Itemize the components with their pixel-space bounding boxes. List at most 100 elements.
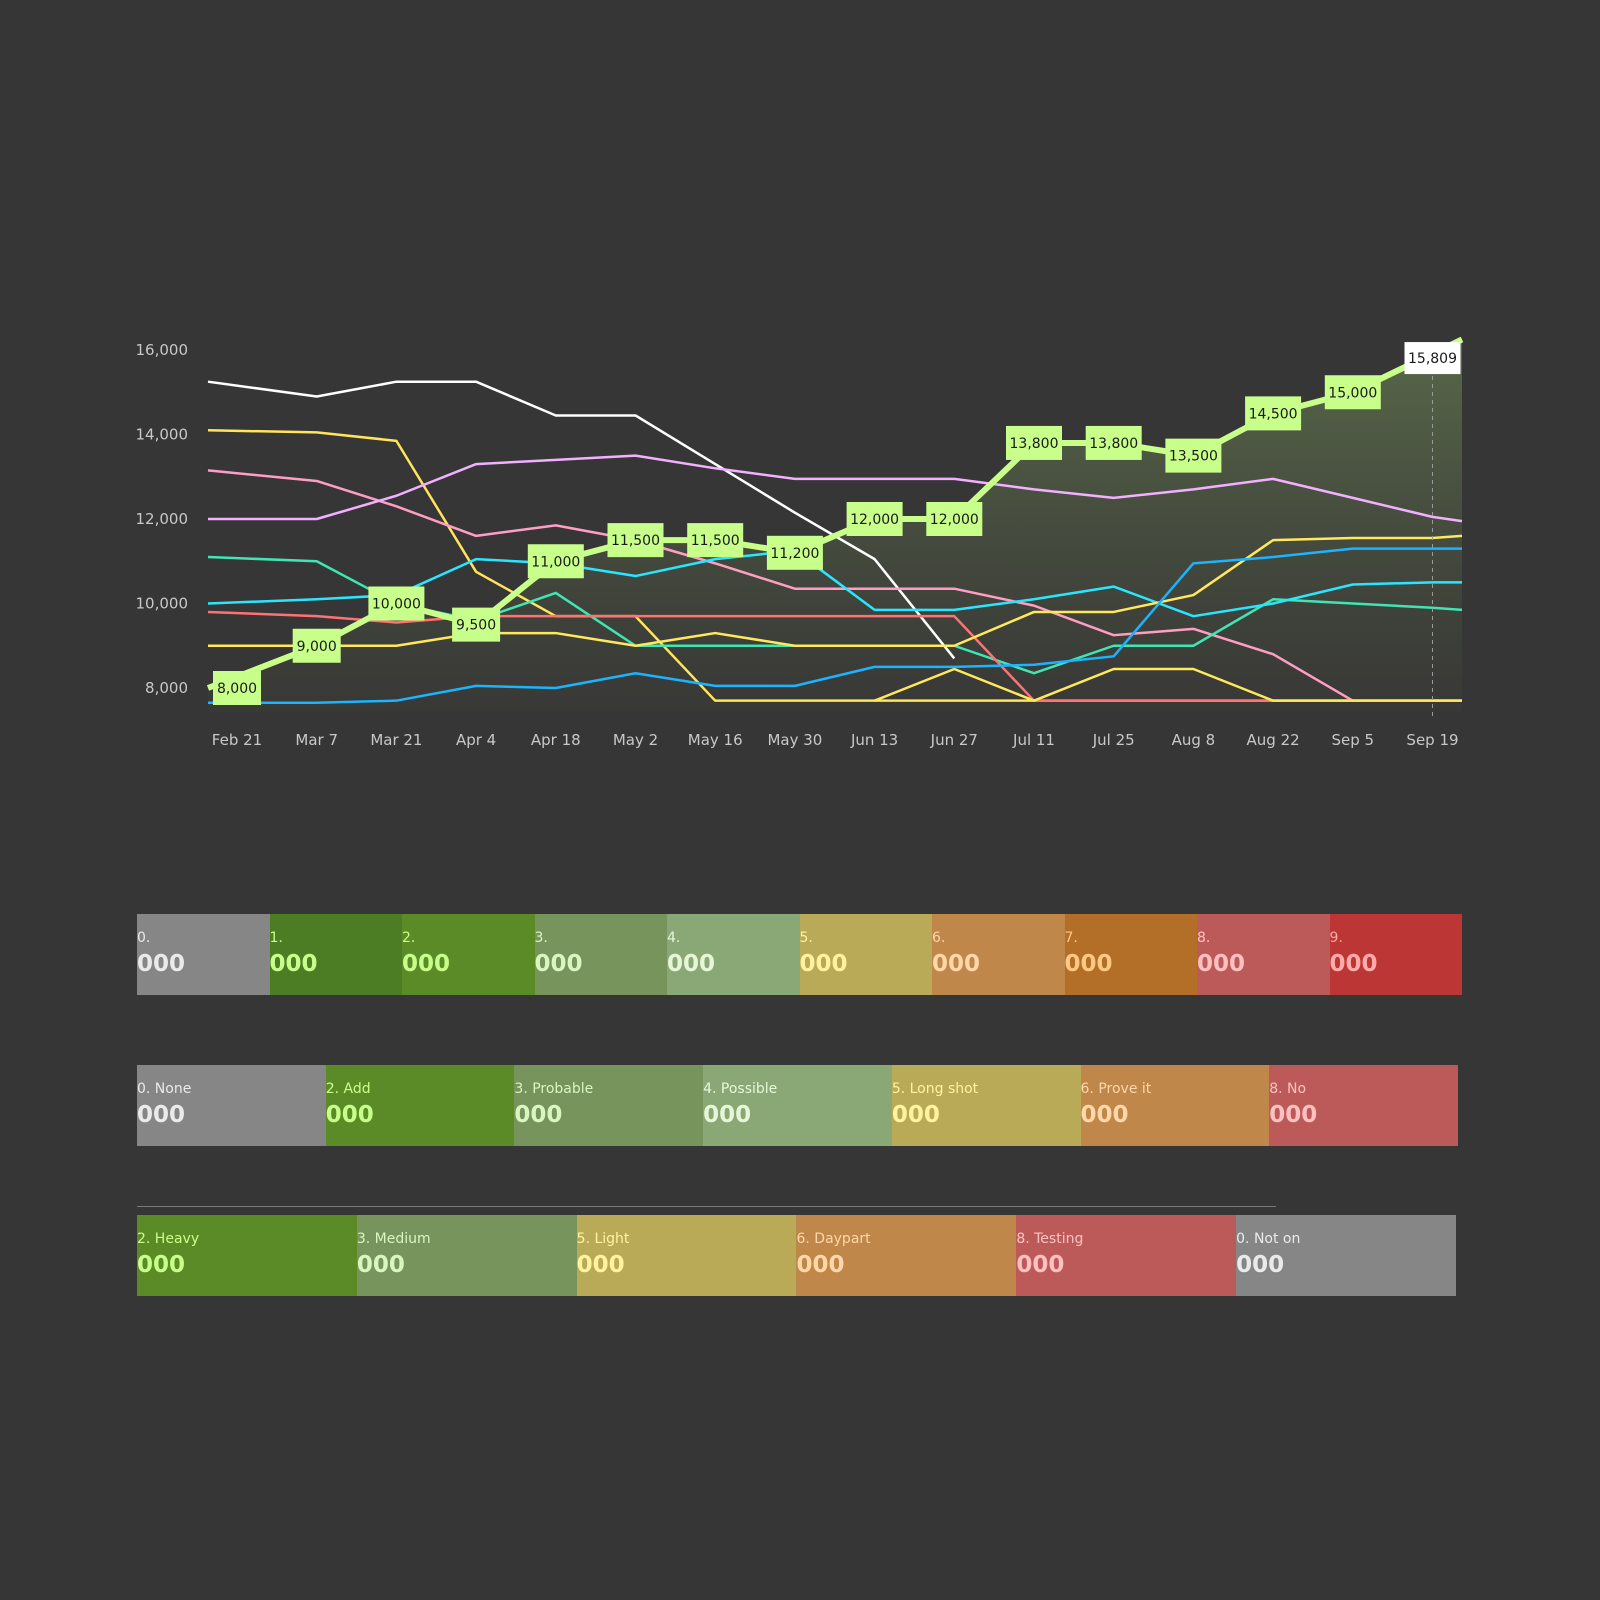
data-label: 8,000 — [217, 681, 257, 697]
data-label-box — [527, 544, 584, 579]
highlight-area — [208, 339, 1462, 712]
legend-segment-label: 4. Possible — [703, 1081, 778, 1097]
legend-segment-count: 000 — [534, 951, 583, 977]
legend-segment-count: 000 — [1197, 951, 1246, 977]
legend-segment: 4. Possible 000 — [703, 1065, 892, 1146]
series-line — [207, 549, 1462, 618]
legend-segment-count: 000 — [932, 951, 981, 977]
legend-segment-count: 000 — [137, 1102, 186, 1128]
data-label-box — [1324, 375, 1381, 410]
legend-segment: 4. 000 — [667, 914, 800, 995]
x-tick-label: May 16 — [688, 731, 743, 749]
legend-segment: 5. Long shot 000 — [891, 1065, 1081, 1146]
legend-segment-count: 000 — [1064, 951, 1113, 977]
legend-band-1: 0. 000 1. 000 2. 000 3. 000 4. 000 5. 000 6. 000 7. 000… — [137, 914, 1462, 995]
data-label: 11,200 — [770, 546, 819, 562]
legend-segment-label: 3. — [534, 930, 548, 946]
legend-segment: 6. Prove it 000 — [1080, 1065, 1270, 1146]
legend-segment-label: 6. Prove it — [1080, 1081, 1152, 1097]
legend-segment: 0. Not on 000 — [1236, 1215, 1456, 1296]
legend-segment-count: 000 — [796, 1252, 845, 1278]
legend-segment-label: 2. Heavy — [137, 1231, 200, 1247]
data-label-box — [687, 523, 744, 558]
y-tick-label: 8,000 — [145, 679, 188, 697]
data-label: 11,000 — [531, 554, 580, 570]
highlight-line — [206, 336, 1464, 691]
legend-segment-label: 7. — [1064, 930, 1078, 946]
legend-segment-label: 2. Add — [325, 1081, 371, 1097]
legend-segment: 2. Heavy 000 — [137, 1215, 357, 1296]
legend-segment: 8. No 000 — [1269, 1065, 1458, 1146]
legend-segment-label: 4. — [667, 930, 681, 946]
x-tick-label: Sep 19 — [1406, 731, 1458, 749]
legend-segment: 1. 000 — [269, 914, 402, 995]
data-label: 13,800 — [1089, 436, 1138, 452]
legend-segment-label: 1. — [269, 930, 283, 946]
legend-segment: 6. Daypart 000 — [796, 1215, 1017, 1296]
data-label: 13,500 — [1169, 449, 1218, 465]
x-tick-label: Apr 18 — [531, 731, 581, 749]
legend-segment-label: 0. None — [137, 1081, 192, 1097]
legend-segment: 5. 000 — [799, 914, 932, 995]
x-tick-label: Aug 22 — [1247, 731, 1300, 749]
legend-segment-count: 000 — [1080, 1102, 1129, 1128]
legend-segment-label: 0. — [137, 930, 151, 946]
legend-segment-count: 000 — [514, 1102, 563, 1128]
legend-segment: 2. 000 — [402, 914, 535, 995]
legend-segment-count: 000 — [402, 951, 451, 977]
y-tick-label: 12,000 — [136, 510, 189, 528]
data-label: 13,800 — [1010, 436, 1059, 452]
series-line — [874, 667, 1462, 702]
data-label: 11,500 — [691, 533, 740, 549]
legend-segment: 7. 000 — [1064, 914, 1197, 995]
legend-segment-label: 8. — [1197, 930, 1211, 946]
data-label-box — [452, 607, 501, 642]
series-line — [207, 469, 1462, 702]
y-tick-label: 16,000 — [136, 341, 189, 359]
data-label: 9,000 — [297, 639, 337, 655]
legend-segment: 3. 000 — [534, 914, 667, 995]
legend-band-2: 0. None 000 2. Add 000 3. Probable 000 4. Poss… — [137, 1065, 1458, 1146]
legend-segment-label: 9. — [1329, 930, 1343, 946]
legend-segment-count: 000 — [1269, 1102, 1318, 1128]
legend-band-3: 2. Heavy 000 3. Medium 000 5. Light 000 6. Day… — [137, 1215, 1456, 1296]
legend-segment: 0. None 000 — [137, 1065, 326, 1146]
legend-segment-label: 5. Light — [576, 1231, 630, 1247]
legend-segment-count: 000 — [356, 1252, 405, 1278]
legend-segment-count: 000 — [667, 951, 716, 977]
data-label-box — [846, 502, 903, 536]
x-tick-label: Aug 8 — [1172, 731, 1216, 749]
legend-segment: 6. 000 — [932, 914, 1065, 995]
y-tick-label: 14,000 — [136, 426, 189, 444]
current-value-box — [1404, 342, 1461, 375]
series-line — [208, 547, 1462, 705]
data-label-box — [1245, 396, 1302, 431]
legend-segment: 3. Medium 000 — [356, 1215, 577, 1296]
x-tick-label: May 2 — [613, 731, 658, 749]
x-tick-label: Mar 7 — [295, 731, 338, 749]
legend-segment-label: 5. — [799, 930, 813, 946]
legend-segment-count: 000 — [325, 1102, 374, 1128]
legend-segment-count: 000 — [703, 1102, 752, 1128]
x-tick-label: Feb 21 — [212, 731, 262, 749]
data-label-box — [213, 671, 261, 705]
series-line — [208, 454, 1463, 523]
data-label: 14,500 — [1249, 406, 1298, 422]
legend-segment-count: 000 — [137, 951, 186, 977]
data-label-box — [607, 523, 664, 558]
x-tick-label: Sep 5 — [1332, 731, 1375, 749]
divider — [137, 1206, 1276, 1207]
legend-segment-count: 000 — [799, 951, 848, 977]
legend-segment-label: 3. Probable — [514, 1081, 594, 1097]
data-label: 9,500 — [456, 618, 496, 634]
data-label: 12,000 — [930, 512, 979, 528]
legend-segment-label: 2. — [402, 930, 416, 946]
legend-segment-label: 6. — [932, 930, 946, 946]
data-label-box — [368, 586, 425, 621]
legend-segment-count: 000 — [269, 951, 318, 977]
legend-segment: 3. Probable 000 — [514, 1065, 704, 1146]
data-label: 10,000 — [372, 597, 421, 613]
legend-segment-label: 5. Long shot — [891, 1081, 979, 1097]
series-line — [208, 534, 1463, 647]
